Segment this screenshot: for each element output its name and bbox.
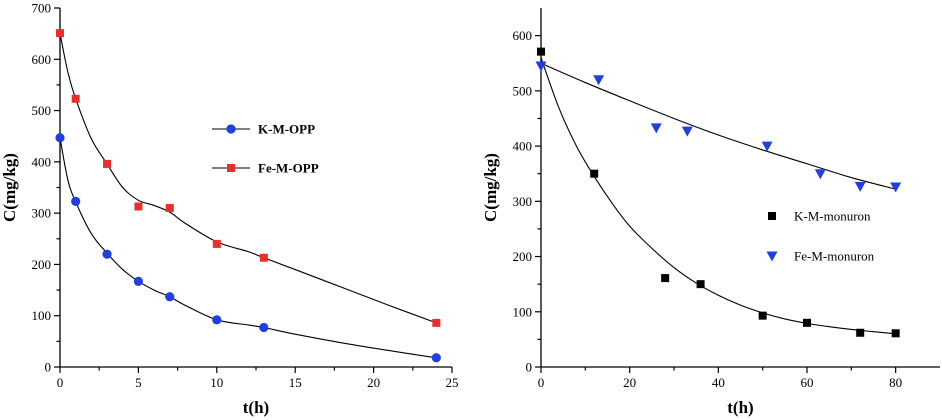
legend-label: K-M-OPP — [258, 122, 315, 137]
data-point — [71, 94, 80, 103]
y-tick-label: 100 — [513, 304, 533, 319]
y-tick-label: 500 — [513, 83, 533, 98]
data-point — [661, 274, 670, 283]
fit-curve — [540, 62, 896, 190]
data-point — [696, 280, 705, 289]
data-point — [431, 353, 441, 363]
data-point — [650, 123, 662, 134]
x-tick-label: 80 — [889, 375, 902, 390]
legend-label: Fe-M-OPP — [258, 161, 319, 176]
data-point — [681, 126, 693, 137]
x-tick-label: 15 — [289, 375, 302, 390]
y-tick-label: 0 — [526, 360, 533, 375]
fit-curve — [59, 137, 437, 359]
y-tick-label: 200 — [513, 249, 533, 264]
legend-label: K-M-monuron — [794, 209, 871, 224]
data-point — [537, 47, 545, 56]
x-tick-label: 10 — [210, 375, 223, 390]
legend-label: Fe-M-monuron — [794, 249, 875, 264]
y-tick-label: 0 — [45, 360, 52, 375]
y-tick-label: 700 — [32, 1, 52, 16]
left-chart-panel: 0 5 10 15 20 25 0 100 200 300 400 500 600 700 t(h) C(mg… — [0, 1, 459, 418]
data-point — [165, 204, 174, 213]
x-tick-label: 5 — [135, 375, 142, 390]
x-tick-label: 0 — [538, 375, 545, 390]
legend-marker — [227, 164, 235, 172]
y-axis-title: C(mg/kg) — [481, 153, 500, 222]
data-point — [259, 322, 269, 333]
data-point — [259, 253, 268, 262]
data-point — [212, 315, 222, 325]
axis-frame — [59, 8, 452, 368]
fit-curve — [59, 33, 437, 324]
legend-marker — [766, 251, 778, 262]
data-point — [814, 169, 826, 180]
y-tick-label: 300 — [32, 206, 52, 221]
y-tick-label: 400 — [32, 154, 52, 169]
data-point — [165, 292, 175, 302]
x-tick-label: 40 — [712, 375, 725, 390]
x-tick-label: 20 — [623, 375, 636, 390]
data-point — [133, 276, 143, 286]
y-tick-label: 500 — [32, 103, 52, 118]
y-tick-label: 400 — [513, 139, 533, 154]
y-tick-label: 600 — [32, 52, 52, 67]
data-point — [890, 182, 902, 193]
legend-marker — [768, 212, 776, 220]
data-point — [212, 239, 221, 248]
y-tick-label: 300 — [513, 194, 533, 209]
y-tick-label: 100 — [32, 308, 52, 323]
x-tick-label: 20 — [367, 375, 380, 390]
legend-marker — [226, 124, 236, 134]
data-point — [432, 318, 441, 327]
data-point — [593, 75, 605, 86]
data-point — [535, 61, 547, 72]
data-point — [71, 196, 81, 206]
data-point — [56, 29, 64, 38]
y-axis-title: C(mg/kg) — [0, 153, 19, 222]
data-point — [103, 159, 112, 168]
x-tick-label: 25 — [446, 375, 459, 390]
data-point — [856, 328, 865, 337]
x-tick-label: 0 — [57, 375, 64, 390]
data-point — [590, 169, 599, 178]
right-chart-panel: 0 20 40 60 80 0 100 200 300 400 500 600 t(h) C(mg/kg)… — [481, 8, 940, 417]
data-point — [758, 311, 767, 320]
y-tick-label: 200 — [32, 257, 52, 272]
data-point — [803, 318, 811, 327]
data-point — [134, 202, 143, 211]
x-tick-label: 60 — [801, 375, 814, 390]
x-axis-title: t(h) — [727, 398, 753, 417]
data-point — [102, 249, 112, 259]
data-point — [761, 141, 773, 152]
x-axis-title: t(h) — [243, 398, 269, 417]
y-tick-label: 600 — [513, 28, 533, 43]
data-point — [854, 181, 866, 192]
data-point — [891, 329, 900, 338]
fit-curve — [540, 57, 896, 335]
data-point — [55, 133, 65, 143]
